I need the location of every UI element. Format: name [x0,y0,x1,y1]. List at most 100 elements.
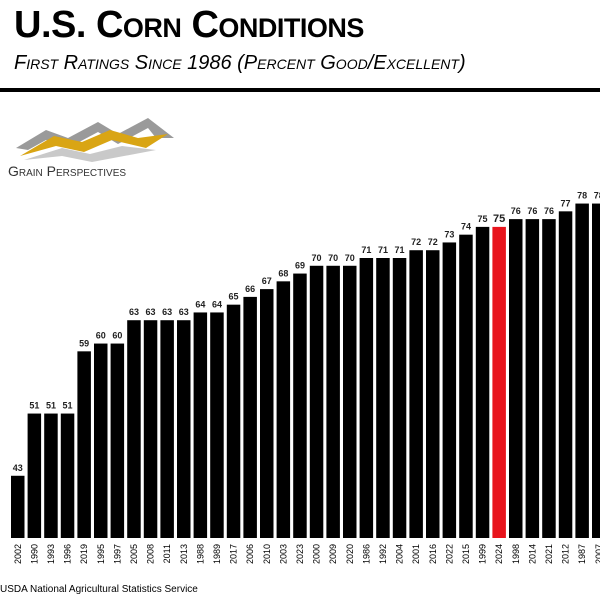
bar-2014 [525,219,540,538]
data-label-2016: 72 [428,237,438,247]
tick-label-2021: 2021 [544,544,554,564]
data-label-1999: 75 [478,214,488,224]
tick-label-2000: 2000 [312,544,322,564]
bar-2004 [392,258,407,538]
bar-2001 [409,250,423,538]
data-label-1995: 60 [96,331,106,341]
tick-label-1995: 1995 [96,544,106,564]
bar-2008 [143,320,158,538]
tick-label-1989: 1989 [212,544,222,564]
tick-label-2024: 2024 [494,544,504,564]
data-label-2009: 70 [328,253,338,263]
tick-label-2005: 2005 [129,544,139,564]
bar-2013 [177,320,191,538]
tick-label-2011: 2011 [162,544,172,563]
tick-label-2013: 2013 [179,544,189,564]
bar-1990 [27,413,42,538]
tick-label-2019: 2019 [79,544,89,564]
data-label-2008: 63 [146,307,156,317]
data-label-1997: 60 [112,331,122,341]
data-label-2010: 67 [262,276,272,286]
mountain-logo-icon [16,118,174,162]
data-label-2012: 77 [561,198,571,208]
data-label-2021: 76 [544,206,554,216]
bar-2015 [459,234,473,538]
bar-2010 [260,289,274,538]
data-label-2000: 70 [312,253,322,263]
data-label-2023: 69 [295,261,305,271]
bar-2003 [276,281,291,538]
tick-label-2012: 2012 [561,544,571,564]
bar-1999 [475,226,490,538]
tick-label-1996: 1996 [63,544,73,564]
data-label-2013: 63 [179,307,189,317]
bar-1986 [359,258,374,538]
tick-label-2008: 2008 [146,544,156,564]
data-label-2001: 72 [411,237,421,247]
page-subtitle: First Ratings Since 1986 (Percent Good/E… [14,52,466,74]
bar-1989 [210,312,224,538]
data-label-2005: 63 [129,307,139,317]
bar-2016 [426,250,440,538]
data-label-2020: 70 [345,253,355,263]
data-label-2004: 71 [395,245,405,255]
tick-label-2007: 2007 [594,544,600,564]
data-label-2017: 65 [229,292,239,302]
bar-1987 [575,203,589,539]
bar-2009 [326,265,340,538]
tick-label-1997: 1997 [112,544,122,564]
data-label-2019: 59 [79,338,89,348]
bar-2012 [558,211,573,539]
bar-2002 [11,475,25,538]
source-note: USDA National Agricultural Statistics Se… [0,584,198,595]
bar-2023 [293,273,307,538]
bar-2021 [542,219,556,538]
tick-label-2022: 2022 [444,544,454,564]
bar-2024 [492,226,506,538]
bar-1988 [193,312,208,538]
tick-label-1998: 1998 [511,544,521,564]
data-label-1998: 76 [511,206,521,216]
bar-1992 [376,258,390,538]
tick-label-1988: 1988 [195,544,205,564]
data-label-2015: 74 [461,222,471,232]
data-label-2002: 43 [13,463,23,473]
tick-label-2002: 2002 [13,544,23,564]
data-label-1992: 71 [378,245,388,255]
bar-1993 [44,413,58,538]
tick-label-2003: 2003 [278,544,288,564]
data-label-1989: 64 [212,299,222,309]
bar-2017 [226,304,241,538]
tick-label-2004: 2004 [395,544,405,564]
bar-2005 [127,320,141,538]
bar-2022 [442,242,457,538]
tick-label-1986: 1986 [361,544,371,564]
bar-2000 [309,265,324,538]
bar-1995 [94,343,108,538]
tick-label-1999: 1999 [478,544,488,564]
data-label-1996: 51 [63,401,73,411]
tick-label-2015: 2015 [461,544,471,564]
tick-label-2014: 2014 [527,544,537,564]
tick-label-2006: 2006 [245,544,255,564]
bar-2006 [243,296,257,538]
tick-label-1990: 1990 [29,544,39,564]
tick-label-2009: 2009 [328,544,338,564]
tick-label-2020: 2020 [345,544,355,564]
bar-2019 [77,351,91,538]
tick-label-2001: 2001 [411,544,421,564]
bar-2011 [160,320,174,538]
tick-label-2010: 2010 [262,544,272,564]
data-label-2011: 63 [162,307,172,317]
header-divider [0,88,600,92]
data-label-1990: 51 [29,401,39,411]
data-label-2014: 76 [527,206,537,216]
data-label-1988: 64 [195,299,205,309]
tick-label-2016: 2016 [428,544,438,564]
data-label-1987: 78 [577,191,587,201]
bar-chart: 43 2002 51 1990 51 1993 51 1996 59 2019 60 1995 60 19… [11,191,600,564]
data-label-1986: 71 [361,245,371,255]
tick-label-2017: 2017 [229,544,239,564]
tick-label-2023: 2023 [295,544,305,564]
data-label-2022: 73 [444,229,454,239]
